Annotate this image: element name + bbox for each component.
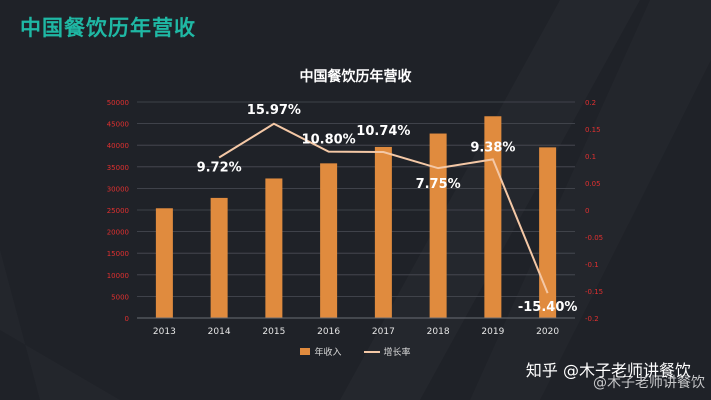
legend-line-swatch (363, 350, 380, 353)
legend-line-label: 增长率 (383, 348, 411, 358)
line-data-label: 9.72% (197, 161, 242, 176)
bar (484, 116, 502, 318)
y-left-tick-label: 0 (125, 315, 129, 323)
y-left-tick-label: 15000 (107, 250, 129, 258)
y-right-tick-label: 0.2 (585, 99, 596, 107)
legend-item-line[interactable]: 增长率 (363, 345, 411, 358)
bar (210, 197, 228, 318)
y-right-tick-label: 0.05 (585, 180, 601, 188)
bar (265, 178, 283, 318)
legend-item-bar[interactable]: 年收入 (300, 345, 342, 358)
x-tick-label: 2020 (536, 327, 559, 337)
watermark-secondary: @木子老师讲餐饮 (593, 375, 705, 391)
y-left-tick-label: 20000 (107, 229, 129, 237)
y-left-tick-label: 10000 (107, 272, 129, 280)
legend-bar-label: 年收入 (314, 348, 342, 358)
y-right-tick-label: -0.2 (585, 315, 599, 323)
y-left-tick-label: 5000 (111, 293, 129, 301)
y-left-tick-label: 45000 (107, 121, 129, 129)
y-left-tick-label: 30000 (107, 185, 129, 193)
y-left-tick-label: 25000 (107, 207, 129, 215)
y-left-tick-label: 50000 (107, 99, 129, 107)
y-left-tick-label: 35000 (107, 164, 129, 172)
bar (320, 163, 338, 318)
y-right-tick-label: -0.15 (585, 288, 603, 296)
bar (155, 208, 173, 318)
x-tick-label: 2017 (372, 327, 395, 337)
y-left-tick-label: 40000 (107, 142, 129, 150)
x-tick-label: 2018 (427, 327, 450, 337)
x-tick-label: 2014 (208, 327, 231, 337)
bar (374, 146, 392, 318)
line-data-label: -15.40% (518, 300, 578, 315)
line-data-label: 9.38% (470, 140, 515, 155)
y-right-tick-label: -0.1 (585, 261, 599, 269)
chart-legend: 年收入 增长率 (0, 345, 711, 358)
bar (429, 133, 447, 318)
line-data-label: 7.75% (416, 177, 461, 192)
bar (539, 147, 557, 318)
watermark: 知乎 @木子老师讲餐饮 (525, 361, 691, 380)
y-right-tick-label: -0.05 (585, 234, 603, 242)
line-data-label: 15.97% (247, 103, 301, 118)
x-tick-label: 2013 (153, 327, 176, 337)
x-tick-label: 2015 (262, 327, 285, 337)
line-data-label: 10.80% (302, 133, 356, 148)
chart-title: 中国餐饮历年营收 (299, 69, 412, 85)
line-data-label: 10.74% (356, 124, 410, 139)
x-tick-label: 2016 (317, 327, 340, 337)
growth-line (218, 122, 549, 294)
y-right-tick-label: 0 (585, 207, 589, 215)
x-tick-label: 2019 (481, 327, 504, 337)
slide-title: 中国餐饮历年营收 (20, 16, 196, 40)
y-right-tick-label: 0.1 (585, 153, 596, 161)
y-right-tick-label: 0.15 (585, 126, 601, 134)
legend-bar-swatch (300, 348, 311, 355)
